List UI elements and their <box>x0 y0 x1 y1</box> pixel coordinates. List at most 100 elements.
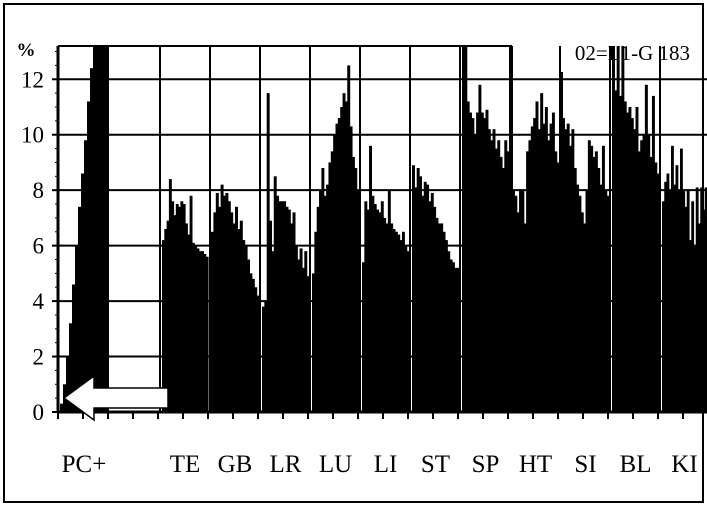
bar <box>198 251 202 412</box>
bar <box>483 118 487 412</box>
bar <box>187 234 191 412</box>
bar <box>487 129 491 412</box>
bar <box>178 206 181 412</box>
bar <box>416 168 420 412</box>
bar <box>319 190 322 412</box>
bar <box>469 112 472 413</box>
bar <box>93 46 97 412</box>
bar <box>623 101 627 412</box>
bar <box>220 184 224 412</box>
bar <box>399 240 403 412</box>
x-category-labels: PC+ TE GB LR LU LI ST SP HT SI BL KI <box>62 451 698 478</box>
category-label: HT <box>519 451 552 478</box>
bar <box>102 46 106 412</box>
bar <box>294 245 298 412</box>
bar <box>514 195 518 412</box>
bar <box>626 112 630 413</box>
bar <box>196 248 200 412</box>
bar <box>426 184 430 412</box>
bar <box>397 234 401 412</box>
bar <box>544 107 548 412</box>
bar <box>542 123 546 412</box>
bar <box>590 145 594 412</box>
bar <box>385 223 389 412</box>
bar <box>344 101 348 412</box>
bar <box>269 220 272 412</box>
bar <box>371 195 375 412</box>
bar <box>292 212 296 412</box>
bar <box>451 262 455 412</box>
bar <box>84 140 88 412</box>
bar <box>304 251 308 412</box>
bar <box>223 195 226 412</box>
bar <box>87 101 91 412</box>
bar <box>492 129 496 412</box>
bar <box>237 229 241 412</box>
bar <box>326 184 330 412</box>
bar <box>333 134 337 413</box>
bar <box>290 223 294 412</box>
left-arrow-marker <box>62 374 169 422</box>
chart-title: 02=L1-G 183 <box>575 41 690 65</box>
bar <box>340 107 344 412</box>
bar <box>585 190 589 412</box>
bar <box>635 107 639 412</box>
bar <box>78 206 82 412</box>
category-label: LU <box>319 451 352 478</box>
bar <box>254 287 258 412</box>
bar <box>412 165 415 412</box>
bar <box>376 209 380 412</box>
bar <box>351 156 355 412</box>
bar <box>671 145 674 412</box>
bar <box>556 162 560 412</box>
left-arrow-icon <box>62 374 169 422</box>
bar <box>476 112 480 413</box>
bar <box>642 134 646 413</box>
bar <box>562 118 565 412</box>
bar <box>378 212 382 412</box>
bar <box>414 187 418 412</box>
bar <box>601 145 605 412</box>
bar <box>90 68 94 413</box>
bar <box>75 245 79 412</box>
bar <box>266 93 270 412</box>
bar <box>387 190 391 412</box>
bar <box>164 229 168 412</box>
bar <box>583 223 587 412</box>
bar <box>473 134 477 413</box>
bar <box>213 212 217 412</box>
bar <box>485 109 489 413</box>
bar <box>406 251 410 412</box>
bar <box>571 129 575 412</box>
bar <box>530 126 534 412</box>
bar <box>287 209 291 412</box>
bar <box>619 95 622 412</box>
bar <box>66 356 70 412</box>
bar <box>321 168 325 412</box>
bar <box>392 229 396 412</box>
bar <box>276 195 280 412</box>
bar <box>580 212 584 412</box>
bar <box>606 195 610 412</box>
category-label: SI <box>574 451 596 478</box>
bar <box>478 84 482 412</box>
bar <box>390 223 394 412</box>
bar <box>547 140 551 412</box>
bar <box>249 273 253 412</box>
bar <box>175 204 179 412</box>
bar <box>366 209 370 412</box>
bar <box>235 206 238 412</box>
bar <box>203 253 207 412</box>
y-tick-label: 4 <box>33 289 45 314</box>
bar <box>693 245 697 412</box>
bar <box>449 259 453 412</box>
category-label: LR <box>270 451 302 478</box>
bar <box>301 267 305 412</box>
bar <box>614 90 618 413</box>
bar <box>99 46 103 412</box>
bar <box>349 126 353 412</box>
bar <box>280 201 284 412</box>
bar <box>540 93 544 412</box>
bar <box>668 190 672 412</box>
bar <box>211 231 214 412</box>
